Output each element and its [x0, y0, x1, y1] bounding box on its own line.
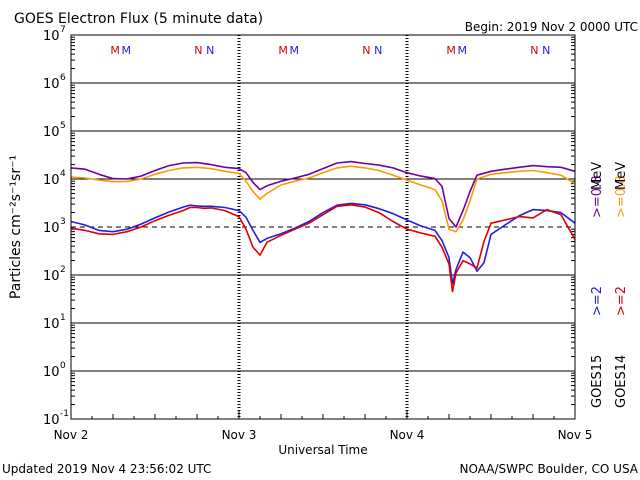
y-tick-exp: 3 [60, 217, 66, 227]
series-line-2 [70, 202, 576, 285]
y-tick-base: 10 [43, 269, 60, 284]
y-tick-label: 10 -1 [43, 409, 69, 428]
marker-label: M [110, 44, 120, 57]
begin-label: Begin: 2019 Nov 2 0000 UTC [465, 20, 638, 34]
y-tick-base: 10 [43, 365, 60, 380]
marker-label: N [362, 44, 370, 57]
y-tick-label: 10 5 [43, 121, 66, 140]
x-axis-label: Universal Time [278, 443, 367, 457]
y-tick-exp: 6 [60, 73, 66, 83]
x-tick-label: Nov 3 [222, 428, 257, 442]
marker-label: N [194, 44, 202, 57]
marker-label: N [542, 44, 550, 57]
x-tick-labels: Nov 2 Nov 3 Nov 4 Nov 5 [54, 428, 593, 442]
marker-label: N [206, 44, 214, 57]
marker-label: M [290, 44, 300, 57]
series-line-3 [70, 204, 576, 293]
data-series [70, 160, 576, 293]
legend-unit: MeV [590, 162, 605, 190]
legend-unit: MeV [614, 162, 629, 190]
x-tick-label: Nov 2 [54, 428, 89, 442]
x-tick-label: Nov 5 [558, 428, 593, 442]
credit-label: NOAA/SWPC Boulder, CO USA [460, 462, 639, 476]
y-tick-label: 10 1 [43, 313, 66, 332]
day-separators [237, 35, 409, 419]
y-tick-exp: 2 [60, 265, 66, 275]
marker-label: M [122, 44, 132, 57]
plot-frame [70, 34, 576, 420]
y-tick-base: 10 [43, 413, 60, 428]
x-tick-label: Nov 4 [390, 428, 425, 442]
y-tick-base: 10 [43, 317, 60, 332]
updated-label: Updated 2019 Nov 4 23:56:02 UTC [2, 462, 211, 476]
series-line-0 [70, 160, 576, 228]
y-tick-base: 10 [43, 221, 60, 236]
legend-satellite: GOES14 [614, 355, 629, 408]
marker-label: M [458, 44, 468, 57]
y-tick-exp: -1 [60, 409, 69, 419]
y-tick-exp: 1 [60, 313, 66, 323]
y-tick-label: 10 7 [43, 25, 66, 44]
legend-entry: >=0.8 [614, 176, 629, 218]
y-tick-label: 10 0 [43, 361, 66, 380]
y-tick-base: 10 [43, 173, 60, 188]
y-tick-exp: 5 [60, 121, 66, 131]
y-tick-label: 10 3 [43, 217, 66, 236]
legend-entry: >=0.8 [590, 176, 605, 218]
y-tick-base: 10 [43, 125, 60, 140]
y-tick-exp: 4 [60, 169, 66, 179]
y-tick-label: 10 6 [43, 73, 66, 92]
marker-label: M [278, 44, 288, 57]
y-tick-exp: 0 [60, 361, 66, 371]
legend-entry: >=2 [590, 286, 605, 316]
y-tick-base: 10 [43, 77, 60, 92]
marker-label: N [374, 44, 382, 57]
y-axis-label: Particles cm⁻²s⁻¹sr⁻¹ [8, 155, 24, 299]
legend-entry: >=2 [614, 286, 629, 316]
y-tick-label: 10 2 [43, 265, 66, 284]
y-tick-exp: 7 [60, 25, 66, 35]
series-line-1 [70, 165, 576, 233]
marker-label: N [530, 44, 538, 57]
grid-lines [70, 36, 576, 419]
legend-satellite: GOES15 [590, 355, 605, 408]
chart-title: GOES Electron Flux (5 minute data) [14, 11, 263, 27]
y-tick-base: 10 [43, 29, 60, 44]
y-tick-label: 10 4 [43, 169, 66, 188]
marker-label: M [446, 44, 456, 57]
